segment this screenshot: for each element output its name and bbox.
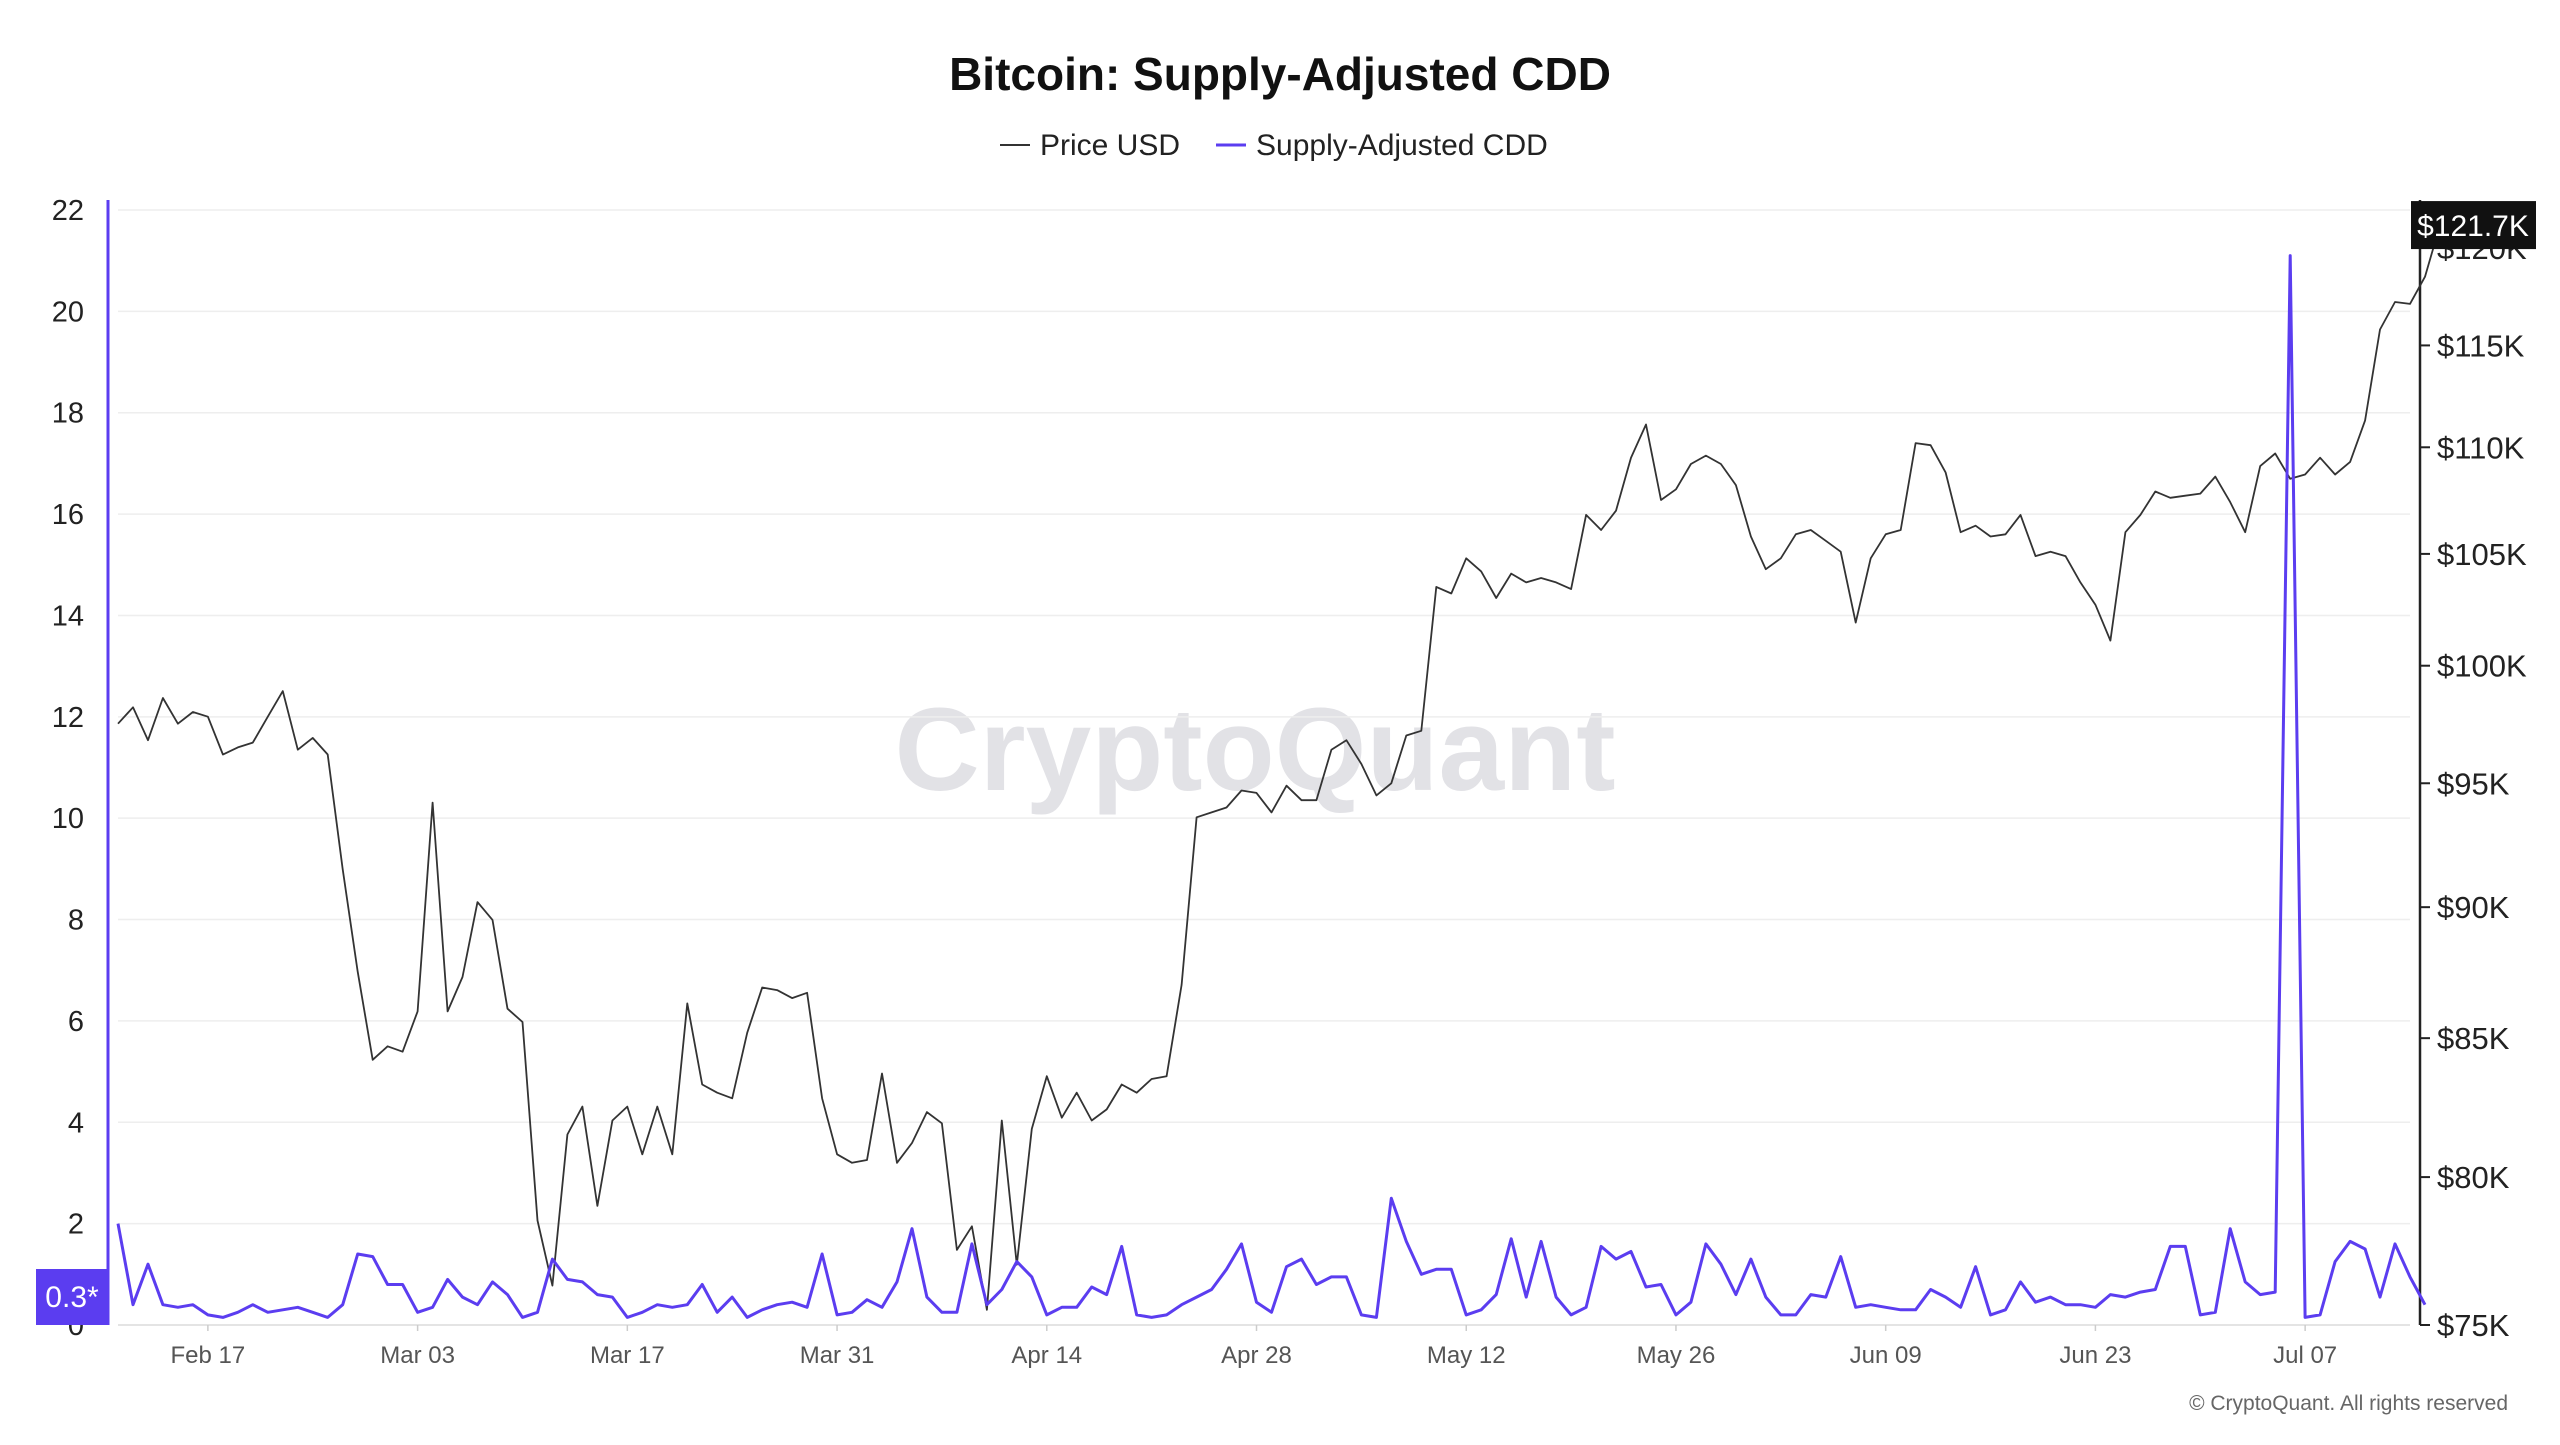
legend-item-price[interactable]: Price USD [1000, 129, 1180, 162]
current-price-label: $121.7K [2417, 210, 2529, 243]
right-axis: $75K $80K $85K $90K $95K $100K $105K $110K $115K… [2418, 200, 2527, 1343]
right-tick-label: $85K [2437, 1021, 2510, 1056]
left-tick-label: 18 [52, 398, 84, 430]
x-tick-label: May 12 [1427, 1342, 1506, 1369]
chart-title: Bitcoin: Supply-Adjusted CDD [949, 48, 1611, 100]
right-tick-label: $115K [2437, 328, 2525, 363]
right-tick-label: $95K [2437, 766, 2510, 801]
x-tick-label: Mar 17 [590, 1342, 665, 1369]
left-tick-label: 8 [68, 905, 84, 937]
right-tick-label: $100K [2437, 649, 2527, 684]
supply-adjusted-cdd-line[interactable] [116, 254, 2427, 1319]
left-tick-label: 22 [52, 195, 84, 227]
price-usd-line[interactable] [117, 224, 2441, 1311]
x-tick-label: Mar 03 [380, 1342, 455, 1369]
current-cdd-badge-bg [36, 1269, 108, 1325]
legend-item-cdd[interactable]: Supply-Adjusted CDD [1216, 129, 1548, 162]
legend: Price USD Supply-Adjusted CDD [1000, 129, 1548, 162]
plot-area [116, 224, 2441, 1319]
left-tick-label: 6 [68, 1006, 84, 1038]
x-axis: Feb 17 Mar 03 Mar 17 Mar 31 Apr 14 Apr 28 May … [118, 1324, 2410, 1369]
x-tick-label: Jul 07 [2273, 1342, 2337, 1369]
left-tick-label: 10 [52, 803, 84, 835]
x-tick-label: Jun 09 [1850, 1342, 1922, 1369]
x-tick-label: Apr 28 [1221, 1342, 1292, 1369]
watermark: CryptoQuant [894, 684, 1615, 816]
legend-label-price: Price USD [1040, 129, 1180, 162]
left-tick-label: 14 [52, 600, 84, 632]
left-tick-label: 16 [52, 499, 84, 531]
x-tick-label: Jun 23 [2059, 1342, 2131, 1369]
left-tick-label: 12 [52, 702, 84, 734]
left-tick-label: 4 [68, 1107, 84, 1139]
grid [118, 209, 2410, 1326]
right-tick-label: $90K [2437, 890, 2510, 925]
current-price-badge-bg [2411, 201, 2536, 250]
x-tick-label: May 26 [1637, 1342, 1716, 1369]
left-tick-label: 2 [68, 1209, 84, 1241]
x-tick-label: Apr 14 [1011, 1342, 1082, 1369]
current-price-badge: $121.7K [2411, 201, 2536, 250]
right-tick-label: $105K [2437, 537, 2527, 572]
current-cdd-badge: 0.3* [36, 1269, 108, 1325]
x-tick-label: Mar 31 [800, 1342, 875, 1369]
right-tick-label: $75K [2437, 1308, 2510, 1343]
right-tick-label: $110K [2437, 430, 2525, 465]
right-tick-label: $80K [2437, 1160, 2510, 1195]
x-tick-label: Feb 17 [171, 1342, 246, 1369]
legend-label-cdd: Supply-Adjusted CDD [1256, 129, 1548, 162]
current-cdd-label: 0.3* [45, 1281, 99, 1314]
copyright-notice: © CryptoQuant. All rights reserved [2189, 1392, 2508, 1415]
current-value-badges: $121.7K 0.3* [36, 201, 2536, 1325]
left-tick-label: 20 [52, 296, 84, 328]
